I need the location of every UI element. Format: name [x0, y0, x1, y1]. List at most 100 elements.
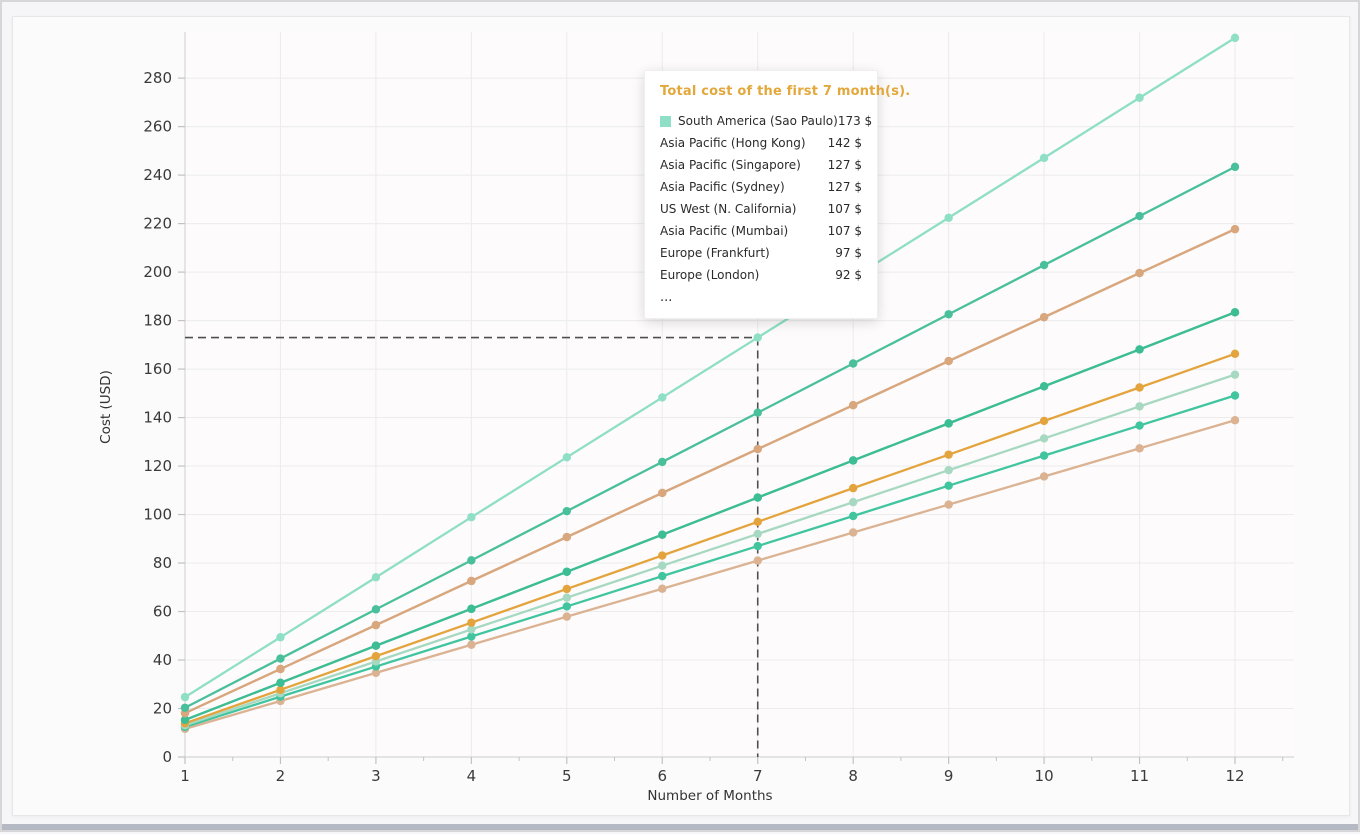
data-point-hidden-2-m6[interactable] — [658, 584, 667, 593]
data-point-hong-kong-m9[interactable] — [944, 310, 953, 319]
data-point-hong-kong-m11[interactable] — [1135, 211, 1144, 221]
data-point-sao-paulo-m9[interactable] — [944, 213, 953, 222]
data-point-hidden-2-m3[interactable] — [371, 668, 381, 678]
series-line-singapore[interactable] — [183, 228, 1237, 715]
series-line-frankfurt[interactable] — [183, 352, 1237, 725]
data-point-singapore-m2[interactable] — [276, 664, 285, 674]
data-point-hidden-1-m8[interactable] — [848, 511, 858, 521]
data-point-hong-kong-m4[interactable] — [467, 556, 476, 565]
data-point-singapore-m7[interactable] — [753, 444, 762, 454]
data-point-london-m6[interactable] — [658, 561, 667, 570]
data-point-hidden-2-m5[interactable] — [562, 612, 572, 621]
data-point-hong-kong-m6[interactable] — [658, 457, 667, 467]
data-point-singapore-m6[interactable] — [658, 488, 667, 498]
data-point-hong-kong-m7[interactable] — [753, 408, 762, 417]
data-point-frankfurt-m6[interactable] — [658, 551, 667, 560]
data-point-hong-kong-m10[interactable] — [1039, 260, 1049, 270]
data-point-hidden-2-m10[interactable] — [1039, 472, 1049, 481]
data-point-us-west-n-california-m12[interactable] — [1230, 308, 1240, 317]
data-point-us-west-n-california-m5[interactable] — [562, 567, 572, 576]
data-point-sao-paulo-m2[interactable] — [276, 633, 285, 642]
data-point-singapore-m8[interactable] — [848, 400, 858, 410]
y-tick-label: 0 — [162, 748, 172, 766]
data-point-singapore-m10[interactable] — [1039, 312, 1049, 322]
series-line-london[interactable] — [183, 373, 1237, 727]
data-point-frankfurt-m9[interactable] — [944, 450, 953, 459]
data-point-frankfurt-m8[interactable] — [848, 483, 858, 493]
series-line-hidden-1[interactable] — [183, 394, 1237, 729]
data-point-singapore-m11[interactable] — [1135, 268, 1144, 278]
data-point-hidden-2-m7[interactable] — [753, 556, 762, 565]
y-tick-label: 220 — [143, 215, 172, 233]
data-point-us-west-n-california-m10[interactable] — [1039, 382, 1049, 391]
data-point-hidden-1-m10[interactable] — [1039, 451, 1049, 460]
data-point-us-west-n-california-m4[interactable] — [467, 604, 476, 614]
data-point-frankfurt-m7[interactable] — [753, 517, 762, 527]
data-point-london-m12[interactable] — [1230, 370, 1240, 379]
data-point-london-m8[interactable] — [848, 497, 858, 507]
series-line-hidden-2[interactable] — [183, 419, 1237, 731]
data-point-sao-paulo-m1[interactable] — [180, 692, 190, 702]
data-point-hidden-2-m4[interactable] — [467, 640, 476, 649]
series-points-singapore[interactable] — [180, 224, 1240, 718]
data-point-london-m11[interactable] — [1135, 402, 1144, 411]
series-group — [180, 33, 1240, 734]
series-marker-icon — [660, 115, 671, 127]
data-point-sao-paulo-m12[interactable] — [1230, 33, 1240, 43]
data-point-us-west-n-california-m1[interactable] — [180, 715, 190, 725]
data-point-singapore-m3[interactable] — [371, 620, 381, 630]
data-point-hong-kong-m3[interactable] — [371, 605, 381, 614]
data-point-hidden-2-m8[interactable] — [848, 528, 858, 537]
data-point-hidden-2-m11[interactable] — [1135, 444, 1144, 453]
data-point-london-m7[interactable] — [753, 529, 762, 539]
data-point-us-west-n-california-m9[interactable] — [944, 419, 953, 428]
data-point-us-west-n-california-m6[interactable] — [658, 530, 667, 539]
data-point-sao-paulo-m7[interactable] — [753, 333, 762, 342]
data-point-hong-kong-m8[interactable] — [848, 359, 858, 368]
series-points-us-west-n-california[interactable] — [180, 308, 1240, 725]
data-point-hidden-2-m9[interactable] — [944, 500, 953, 509]
data-point-hidden-1-m6[interactable] — [658, 571, 667, 581]
data-point-sao-paulo-m10[interactable] — [1039, 153, 1049, 163]
data-point-singapore-m12[interactable] — [1230, 224, 1240, 234]
data-point-london-m4[interactable] — [467, 625, 476, 634]
data-point-hong-kong-m12[interactable] — [1230, 162, 1240, 172]
data-point-hidden-1-m5[interactable] — [562, 602, 572, 611]
data-point-sao-paulo-m5[interactable] — [562, 453, 572, 462]
data-point-sao-paulo-m3[interactable] — [371, 573, 381, 582]
data-point-hidden-1-m11[interactable] — [1135, 421, 1144, 430]
data-point-hidden-1-m4[interactable] — [467, 632, 476, 641]
data-point-us-west-n-california-m2[interactable] — [276, 678, 285, 688]
data-point-london-m9[interactable] — [944, 465, 953, 475]
data-point-frankfurt-m4[interactable] — [467, 618, 476, 627]
data-point-singapore-m5[interactable] — [562, 532, 572, 542]
data-point-sao-paulo-m4[interactable] — [467, 513, 476, 522]
data-point-singapore-m4[interactable] — [467, 576, 476, 586]
series-line-hong-kong[interactable] — [183, 165, 1237, 709]
data-point-london-m10[interactable] — [1039, 434, 1049, 443]
series-points-hong-kong[interactable] — [180, 162, 1240, 712]
data-point-frankfurt-m11[interactable] — [1135, 383, 1144, 392]
data-point-singapore-m9[interactable] — [944, 356, 953, 366]
series-line-us-west-n-california[interactable] — [183, 311, 1237, 722]
data-point-frankfurt-m10[interactable] — [1039, 416, 1049, 426]
series-line-sao-paulo[interactable] — [183, 36, 1237, 699]
data-point-sao-paulo-m6[interactable] — [658, 393, 667, 402]
data-point-us-west-n-california-m8[interactable] — [848, 456, 858, 465]
data-point-us-west-n-california-m7[interactable] — [753, 493, 762, 502]
data-point-us-west-n-california-m11[interactable] — [1135, 345, 1144, 354]
data-point-frankfurt-m3[interactable] — [371, 651, 381, 661]
data-point-hidden-1-m7[interactable] — [753, 541, 762, 551]
data-point-hong-kong-m5[interactable] — [562, 506, 572, 516]
data-point-hong-kong-m1[interactable] — [180, 703, 190, 712]
data-point-hong-kong-m2[interactable] — [276, 654, 285, 663]
data-point-frankfurt-m2[interactable] — [276, 685, 285, 695]
data-point-hidden-2-m12[interactable] — [1230, 416, 1240, 425]
data-point-hidden-1-m9[interactable] — [944, 481, 953, 490]
data-point-us-west-n-california-m3[interactable] — [371, 641, 381, 650]
data-point-frankfurt-m12[interactable] — [1230, 349, 1240, 358]
data-point-hidden-1-m12[interactable] — [1230, 391, 1240, 400]
data-point-sao-paulo-m11[interactable] — [1135, 93, 1144, 102]
data-point-london-m5[interactable] — [562, 593, 572, 602]
data-point-frankfurt-m5[interactable] — [562, 584, 572, 594]
